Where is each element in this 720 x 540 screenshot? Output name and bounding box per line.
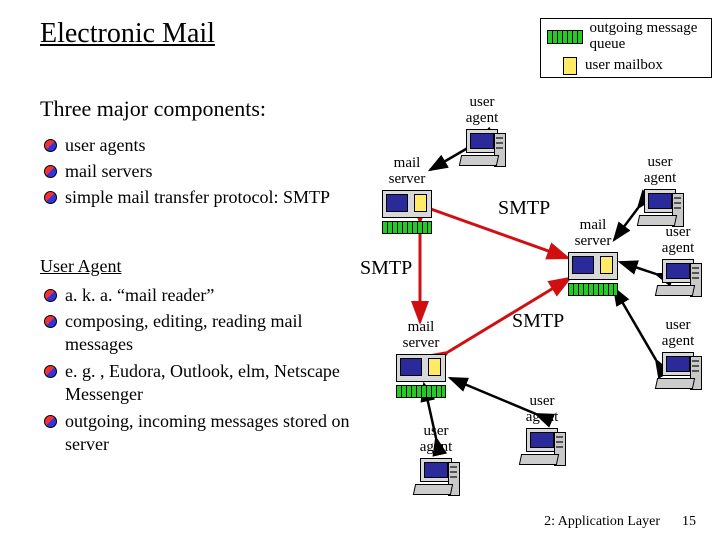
computer-icon <box>656 259 700 299</box>
bullet-text: composing, editing, reading mail message… <box>65 310 364 355</box>
ms-label: mailserver <box>396 320 446 352</box>
bullet-text: outgoing, incoming messages stored on se… <box>65 410 364 455</box>
queue-icon <box>547 30 583 44</box>
user-agent-node: useragent <box>460 95 504 169</box>
ms-label: mailserver <box>382 156 432 188</box>
bullet-icon <box>44 365 57 378</box>
user-agent-node: useragent <box>656 225 700 299</box>
bullet-ua: e. g. , Eudora, Outlook, elm, Netscape M… <box>44 360 364 405</box>
bullet-text: mail servers <box>65 160 152 183</box>
bullet-component: simple mail transfer protocol: SMTP <box>44 186 364 209</box>
ua-label: useragent <box>638 155 682 187</box>
bullet-text: e. g. , Eudora, Outlook, elm, Netscape M… <box>65 360 364 405</box>
ua-label: useragent <box>656 318 700 350</box>
slide-title: Electronic Mail <box>40 18 215 50</box>
mail-server-icon <box>396 354 446 398</box>
ua-label: useragent <box>460 95 504 127</box>
bullet-icon <box>44 191 57 204</box>
computer-icon <box>520 428 564 468</box>
bullet-text: a. k. a. “mail reader” <box>65 284 214 307</box>
user-agent-node: useragent <box>656 318 700 392</box>
user-agent-node: useragent <box>520 394 564 468</box>
bullet-ua: composing, editing, reading mail message… <box>44 310 364 355</box>
bullet-ua: outgoing, incoming messages stored on se… <box>44 410 364 455</box>
mail-server-node: mailserver <box>396 320 446 398</box>
bullet-text: user agents <box>65 134 145 157</box>
bullet-ua: a. k. a. “mail reader” <box>44 284 364 307</box>
computer-icon <box>460 129 504 169</box>
computer-icon <box>414 458 458 498</box>
bullet-icon <box>44 315 57 328</box>
legend-mailbox-label: user mailbox <box>585 57 663 74</box>
bullet-icon <box>44 289 57 302</box>
bullet-icon <box>44 415 57 428</box>
bullet-text: simple mail transfer protocol: SMTP <box>65 186 330 209</box>
legend-queue-label: outgoing message queue <box>589 21 705 53</box>
bullet-component: user agents <box>44 134 364 157</box>
mail-server-icon <box>568 252 618 296</box>
ua-label: useragent <box>414 424 458 456</box>
ua-label: useragent <box>520 394 564 426</box>
slide-subtitle: Three major components: <box>40 96 266 122</box>
bullet-icon <box>44 139 57 152</box>
bullet-component: mail servers <box>44 160 364 183</box>
computer-icon <box>638 189 682 229</box>
smtp-label: SMTP <box>498 197 550 220</box>
ms-label: mailserver <box>568 218 618 250</box>
ua-label: useragent <box>656 225 700 257</box>
mail-server-node: mailserver <box>382 156 432 234</box>
legend-queue-row: outgoing message queue <box>541 19 711 55</box>
user-agent-node: useragent <box>414 424 458 498</box>
mail-server-icon <box>382 190 432 234</box>
mailbox-icon <box>563 57 577 75</box>
footer-page-number: 15 <box>682 514 696 530</box>
footer-chapter: 2: Application Layer <box>544 514 660 530</box>
mail-server-node: mailserver <box>568 218 618 296</box>
ua-heading: User Agent <box>40 256 121 277</box>
user-agent-node: useragent <box>638 155 682 229</box>
smtp-label: SMTP <box>512 310 564 333</box>
legend-mailbox-row: user mailbox <box>541 55 711 77</box>
legend-box: outgoing message queue user mailbox <box>540 18 712 78</box>
computer-icon <box>656 352 700 392</box>
bullet-icon <box>44 165 57 178</box>
smtp-label: SMTP <box>360 257 412 280</box>
